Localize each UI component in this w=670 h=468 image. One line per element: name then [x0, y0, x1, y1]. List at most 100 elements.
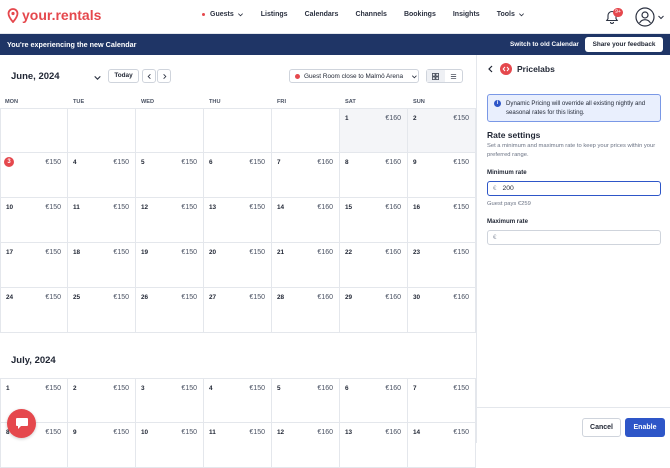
nightly-price: €160: [453, 294, 469, 301]
enable-button[interactable]: Enable: [625, 418, 665, 437]
brand-logo[interactable]: your.rentals: [7, 7, 101, 23]
nav-indicator-dot: [202, 13, 205, 16]
calendar-day-cell[interactable]: 4 €150: [68, 153, 136, 198]
calendar-day-cell[interactable]: 7 €160: [272, 153, 340, 198]
view-toggle: [426, 69, 463, 83]
account-menu[interactable]: [635, 7, 665, 27]
calendar-day-cell[interactable]: 3 €150: [136, 378, 204, 423]
calendar-day-cell[interactable]: 15 €160: [340, 198, 408, 243]
nightly-price: €150: [453, 385, 469, 392]
day-number: 3: [141, 385, 145, 392]
listing-selector[interactable]: Guest Room close to Malmö Arena: [289, 69, 419, 83]
calendar-day-cell[interactable]: 10 €150: [0, 198, 68, 243]
calendar-day-cell[interactable]: 2 €150: [68, 378, 136, 423]
user-avatar-icon: [635, 7, 655, 27]
calendar-day-cell[interactable]: 11 €150: [204, 423, 272, 468]
calendar-day-cell[interactable]: 3 €150: [0, 153, 68, 198]
calendar-day-cell[interactable]: 13 €150: [204, 198, 272, 243]
nightly-price: €150: [453, 249, 469, 256]
grid-icon: [432, 72, 440, 80]
nav-item-calendars[interactable]: Calendars: [305, 11, 339, 18]
calendar-day-cell[interactable]: 11 €150: [68, 198, 136, 243]
calendar-day-cell[interactable]: 26 €150: [136, 288, 204, 333]
list-view-button[interactable]: [445, 70, 463, 82]
nightly-price: €150: [249, 204, 265, 211]
nightly-price: €160: [385, 249, 401, 256]
calendar-day-cell[interactable]: 29 €160: [340, 288, 408, 333]
nav-item-listings[interactable]: Listings: [261, 11, 288, 18]
calendar-day-cell[interactable]: 22 €160: [340, 243, 408, 288]
day-number: 4: [209, 385, 213, 392]
switch-old-calendar-link[interactable]: Switch to old Calendar: [510, 40, 579, 48]
calendar-day-cell[interactable]: 18 €150: [68, 243, 136, 288]
calendar-day-cell[interactable]: 4 €150: [204, 378, 272, 423]
calendar-day-cell[interactable]: 24 €150: [0, 288, 68, 333]
calendar-day-cell[interactable]: 9 €150: [408, 153, 476, 198]
chevron-down-icon: [412, 74, 418, 78]
calendar-day-cell[interactable]: 9 €150: [68, 423, 136, 468]
nav-item-insights[interactable]: Insights: [453, 11, 480, 18]
next-month-button[interactable]: [157, 69, 171, 83]
calendar-day-cell[interactable]: 6 €160: [340, 378, 408, 423]
chat-button[interactable]: [7, 409, 36, 438]
nightly-price: €150: [181, 204, 197, 211]
calendar-day-cell[interactable]: 25 €150: [68, 288, 136, 333]
calendar-day-cell[interactable]: 1 €160: [340, 108, 408, 153]
nav-item-label: Listings: [260, 11, 288, 18]
calendar-day-cell[interactable]: 5 €160: [272, 378, 340, 423]
maximum-rate-input[interactable]: €: [487, 230, 661, 245]
calendar-day-cell[interactable]: 8 €160: [340, 153, 408, 198]
month-selector[interactable]: June, 2024: [11, 71, 101, 82]
calendar-day-cell[interactable]: 2 €150: [408, 108, 476, 153]
day-number: 11: [209, 429, 216, 436]
weekday-label: FRI: [277, 99, 287, 105]
chevron-down-icon: [518, 13, 524, 17]
calendar-day-cell[interactable]: 27 €150: [204, 288, 272, 333]
nav-item-label: Tools: [496, 11, 515, 18]
nav-item-tools[interactable]: Tools: [497, 11, 525, 18]
calendar-day-cell[interactable]: 20 €150: [204, 243, 272, 288]
nightly-price: €150: [113, 249, 129, 256]
calendar-day-cell[interactable]: 16 €150: [408, 198, 476, 243]
day-number: 8: [6, 429, 10, 436]
calendar-day-cell[interactable]: 13 €160: [340, 423, 408, 468]
calendar-day-cell[interactable]: 14 €150: [408, 423, 476, 468]
nav-item-label: Calendars: [304, 11, 339, 18]
calendar-day-cell[interactable]: 10 €150: [136, 423, 204, 468]
calendar-day-cell[interactable]: 28 €160: [272, 288, 340, 333]
share-feedback-button[interactable]: Share your feedback: [585, 37, 663, 52]
day-number: 14: [277, 204, 285, 211]
nightly-price: €150: [113, 385, 129, 392]
today-date-badge: 3: [4, 157, 14, 167]
calendar-day-cell[interactable]: 21 €160: [272, 243, 340, 288]
minimum-rate-value: 200: [502, 185, 514, 192]
calendar-day-cell[interactable]: 23 €150: [408, 243, 476, 288]
calendar-day-cell[interactable]: 30 €160: [408, 288, 476, 333]
grid-view-button[interactable]: [427, 70, 445, 82]
day-number: 10: [6, 204, 14, 211]
nightly-price: €150: [249, 385, 265, 392]
day-number: 19: [141, 249, 149, 256]
nightly-price: €150: [249, 159, 265, 166]
calendar-day-cell[interactable]: 12 €150: [136, 198, 204, 243]
calendar-day-cell[interactable]: 6 €150: [204, 153, 272, 198]
nightly-price: €150: [453, 429, 469, 436]
today-button[interactable]: Today: [108, 69, 139, 83]
nav-item-guests[interactable]: Guests: [202, 11, 244, 18]
previous-month-button[interactable]: [142, 69, 156, 83]
calendar-day-cell[interactable]: 19 €150: [136, 243, 204, 288]
calendar-day-cell[interactable]: 7 €150: [408, 378, 476, 423]
panel-title: Pricelabs: [517, 64, 555, 74]
minimum-rate-input[interactable]: € 200: [487, 181, 661, 196]
nav-item-bookings[interactable]: Bookings: [404, 11, 436, 18]
nightly-price: €150: [181, 249, 197, 256]
calendar-day-cell[interactable]: 5 €150: [136, 153, 204, 198]
back-arrow-icon[interactable]: [487, 65, 495, 73]
nav-item-label: Guests: [210, 11, 234, 18]
calendar-day-cell[interactable]: 17 €150: [0, 243, 68, 288]
calendar-day-cell[interactable]: 12 €160: [272, 423, 340, 468]
calendar-day-cell[interactable]: 14 €160: [272, 198, 340, 243]
day-number: 10: [141, 429, 149, 436]
cancel-button[interactable]: Cancel: [582, 418, 621, 437]
nav-item-channels[interactable]: Channels: [355, 11, 387, 18]
